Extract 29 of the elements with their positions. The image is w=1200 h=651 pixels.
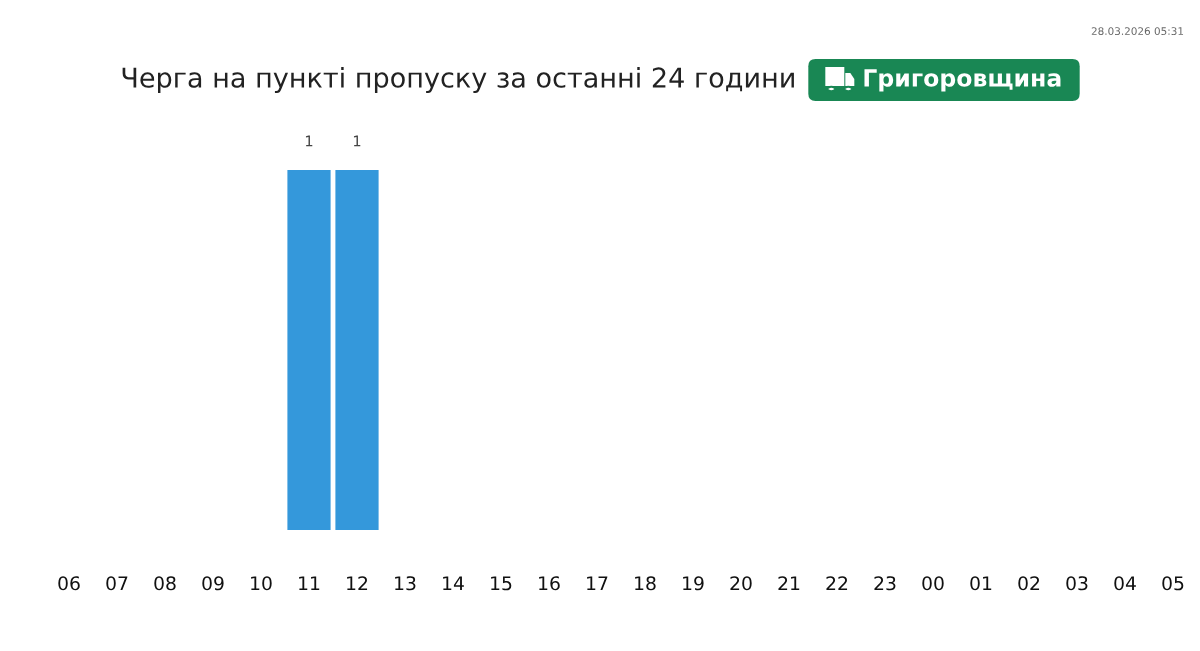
x-tick-label: 08: [154, 576, 176, 591]
x-tick-label: 04: [1114, 576, 1136, 591]
x-tick-label: 02: [1018, 576, 1040, 591]
data-label: 1: [353, 135, 361, 147]
text: 28.03.2026 05:31: [1091, 27, 1184, 36]
x-tick-label: 03: [1066, 576, 1088, 591]
x-tick-label: 07: [106, 576, 128, 591]
x-tick-label: 09: [202, 576, 224, 591]
x-tick-label: 12: [347, 576, 368, 591]
x-tick-label: 22: [826, 576, 848, 591]
x-tick-label: 16: [539, 576, 560, 591]
x-tick-label: 20: [730, 576, 752, 591]
x-tick-label: 10: [251, 576, 272, 591]
x-tick-label: 15: [491, 576, 512, 591]
x-tick-label: 23: [874, 576, 896, 591]
x-tick-label: 19: [683, 576, 704, 591]
data-label: 1: [305, 135, 313, 147]
x-tick-label: 01: [970, 576, 992, 591]
x-tick-label: 18: [635, 576, 656, 591]
chart-subtitle: Григоровщина: [864, 69, 1061, 92]
x-tick-label: 17: [587, 576, 608, 591]
chart-title: Черга на пункті пропуску за останні 24 години: [122, 66, 794, 94]
x-tick-label: 06: [58, 576, 80, 591]
x-tick-label: 05: [1162, 576, 1184, 591]
x-tick-label: 21: [778, 576, 800, 591]
x-tick-label: 13: [395, 576, 416, 591]
x-tick-label: 14: [443, 576, 464, 591]
x-tick-label: 11: [299, 576, 320, 591]
x-tick-label: 00: [922, 576, 944, 591]
